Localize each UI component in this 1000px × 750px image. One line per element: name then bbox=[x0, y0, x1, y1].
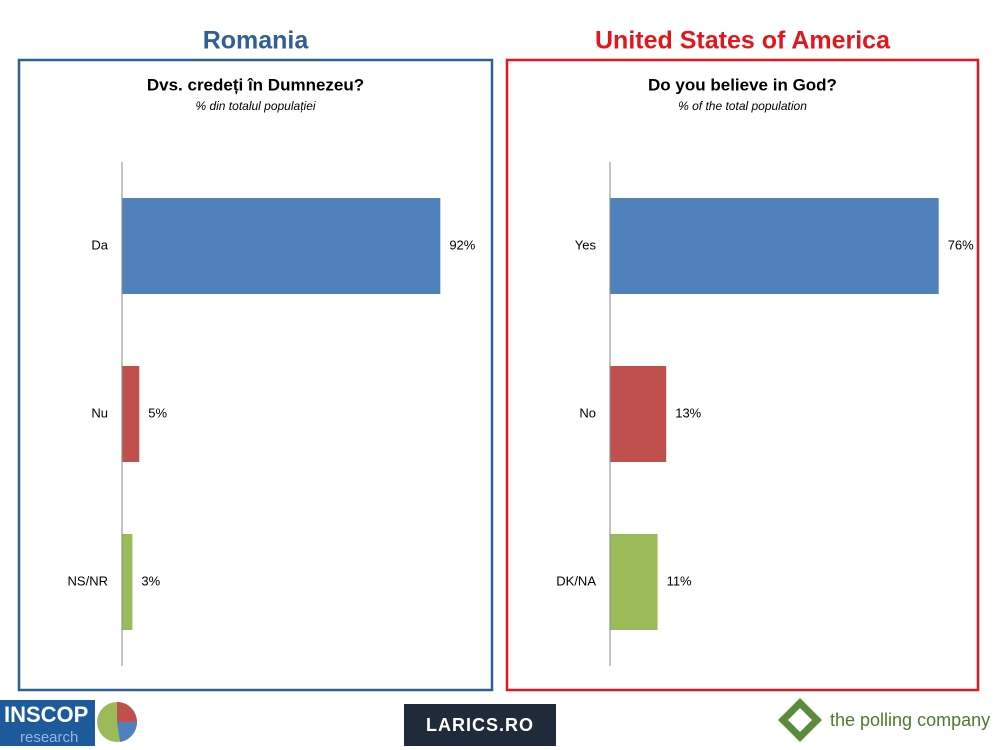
chart-heading: Romania bbox=[203, 27, 310, 55]
logo-pie bbox=[117, 702, 137, 722]
y-tick-label: No bbox=[579, 405, 596, 420]
y-tick-label: Da bbox=[91, 237, 108, 252]
bar bbox=[122, 198, 441, 294]
larics-logo: LARICS.RO bbox=[404, 704, 556, 746]
bar bbox=[610, 366, 667, 462]
y-tick-label: Yes bbox=[575, 237, 597, 252]
data-label: 76% bbox=[948, 237, 974, 252]
logo-block bbox=[0, 700, 95, 746]
logo-block bbox=[404, 704, 556, 746]
logo-text: the polling company bbox=[830, 710, 990, 730]
y-tick-label: NS/NR bbox=[68, 573, 108, 588]
y-tick-label: DK/NA bbox=[556, 573, 596, 588]
logo-pie bbox=[117, 722, 138, 742]
chart-heading: United States of America bbox=[595, 27, 891, 55]
bar bbox=[122, 366, 140, 462]
y-tick-label: Nu bbox=[91, 405, 108, 420]
chart-title: Do you believe in God? bbox=[648, 75, 837, 94]
chart-title: Dvs. credeți în Dumnezeu? bbox=[147, 75, 364, 94]
data-label: 13% bbox=[675, 405, 701, 420]
data-label: 11% bbox=[667, 573, 692, 588]
data-label: 3% bbox=[141, 573, 160, 588]
bar bbox=[610, 198, 939, 294]
logo-text: LARICS.RO bbox=[426, 715, 534, 735]
data-label: 5% bbox=[148, 405, 167, 420]
chart-panel bbox=[505, 58, 980, 692]
logo-text: INSCOP bbox=[4, 702, 88, 727]
chart-subtitle: % of the total population bbox=[678, 99, 807, 113]
bar bbox=[122, 534, 133, 630]
inscop-logo: INSCOP research bbox=[0, 700, 138, 746]
polling-company-logo: the polling company bbox=[778, 698, 990, 742]
logo-diamond bbox=[788, 708, 812, 732]
bar bbox=[610, 534, 658, 630]
logo-text: research bbox=[20, 729, 78, 746]
data-label: 92% bbox=[449, 237, 475, 252]
chart-subtitle: % din totalul populației bbox=[195, 99, 315, 113]
chart-panel bbox=[17, 58, 494, 692]
